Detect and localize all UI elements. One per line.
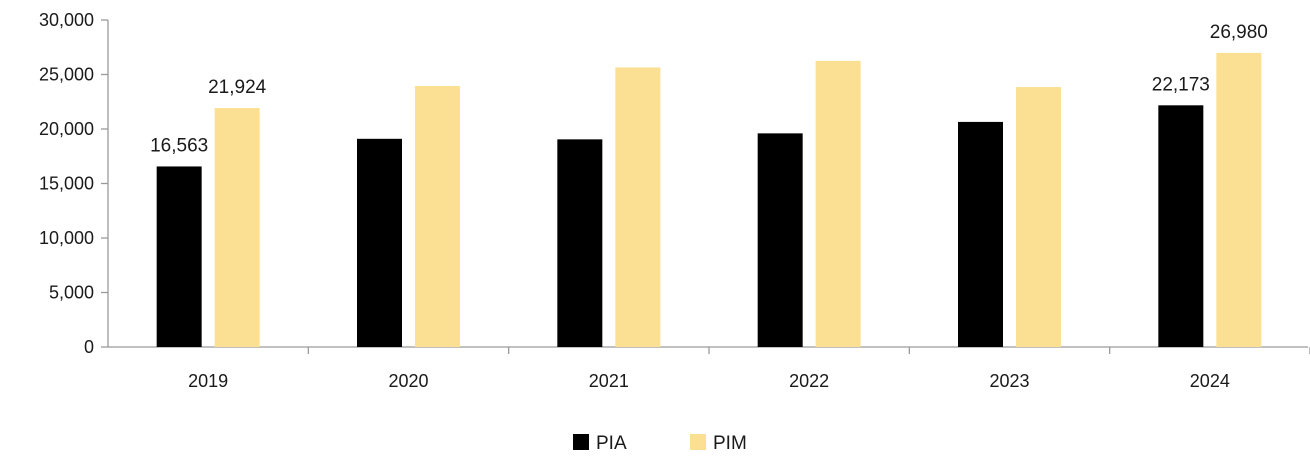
y-tick-label: 0 [84,337,94,357]
bar-pia-2024 [1158,105,1204,347]
y-tick-label: 10,000 [39,228,94,248]
data-label-pim-2024: 26,980 [1210,22,1268,43]
x-tick-label: 2022 [789,371,829,391]
bar-pia-2022 [757,133,803,347]
y-tick-label: 25,000 [39,65,94,85]
axes: 0 5,000 10,000 15,000 20,000 25,000 30,000 2019… [39,10,1310,391]
bar-pim-2023 [1016,87,1061,347]
y-tick-label: 30,000 [39,10,94,30]
x-tick-label: 2019 [188,371,228,391]
bar-pim-2022 [815,60,861,347]
labels: 16,563 22,173 21,924 26,980 [150,22,1268,157]
bar-pim-2021 [615,67,661,347]
legend-swatch-pim [690,434,706,450]
bars [156,52,1262,347]
bar-pia-2023 [958,121,1003,347]
x-tick-label: 2023 [989,371,1029,391]
legend-label-pim: PIM [713,433,747,454]
bar-pim-2024 [1216,52,1262,347]
x-tick-label: 2020 [388,371,428,391]
legend: PIA PIM [573,433,747,454]
bar-pia-2021 [557,139,603,347]
bar-pim-2019 [214,108,260,347]
x-tick-label: 2021 [589,371,629,391]
y-tick-label: 20,000 [39,119,94,139]
y-tick-label: 15,000 [39,174,94,194]
bar-pia-2020 [357,138,402,347]
bar-pia-2019 [156,166,202,347]
bar-pim-2020 [415,85,460,347]
data-label-pim-2019: 21,924 [208,77,267,98]
y-tick-label: 5,000 [49,283,94,303]
data-label-pia-2024: 22,173 [1152,74,1210,95]
legend-swatch-pia [573,434,589,450]
data-label-pia-2019: 16,563 [150,135,208,156]
legend-label-pia: PIA [596,433,627,454]
x-tick-label: 2024 [1190,371,1230,391]
